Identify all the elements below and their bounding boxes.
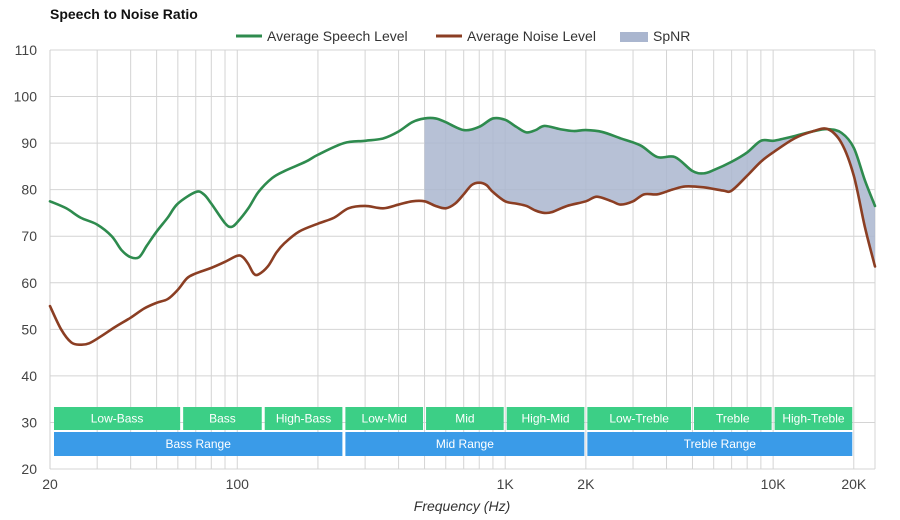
x-tick-label: 1K bbox=[497, 476, 515, 492]
band-bass bbox=[183, 407, 262, 430]
legend-label: Average Speech Level bbox=[267, 28, 408, 44]
x-tick-label: 100 bbox=[226, 476, 250, 492]
band-high-bass bbox=[264, 407, 343, 430]
band-label: Low-Mid bbox=[362, 412, 407, 426]
x-tick-label: 2K bbox=[577, 476, 595, 492]
band-treble-range bbox=[587, 432, 853, 456]
y-tick-label: 110 bbox=[15, 42, 38, 58]
band-label: Treble bbox=[716, 412, 750, 426]
series-line-average-speech-level bbox=[48, 116, 877, 260]
band-label: Low-Bass bbox=[91, 412, 144, 426]
y-tick-label: 70 bbox=[21, 228, 37, 244]
y-tick-label: 40 bbox=[21, 368, 37, 384]
y-tick-label: 80 bbox=[21, 182, 37, 198]
spnr-area bbox=[424, 118, 875, 267]
band-mid-range bbox=[345, 432, 585, 456]
band-low-mid bbox=[345, 407, 424, 430]
spnr-area-layer bbox=[424, 118, 875, 267]
band-label: Mid Range bbox=[436, 437, 494, 451]
band-label: High-Bass bbox=[276, 412, 331, 426]
band-label: Bass Range bbox=[166, 437, 232, 451]
band-low-treble bbox=[587, 407, 691, 430]
x-tick-label: 20K bbox=[841, 476, 867, 492]
band-label: Low-Treble bbox=[609, 412, 669, 426]
band-bass-range bbox=[54, 432, 343, 456]
band-label: High-Treble bbox=[782, 412, 845, 426]
band-label: Treble Range bbox=[684, 437, 757, 451]
band-treble bbox=[693, 407, 772, 430]
band-label: Mid bbox=[455, 412, 474, 426]
legend-label: SpNR bbox=[653, 28, 690, 44]
chart-title: Speech to Noise Ratio bbox=[50, 6, 198, 22]
x-axis-ticks: 20 100 1K 2K 10K 20K bbox=[42, 476, 867, 492]
band-mid bbox=[426, 407, 504, 430]
y-tick-label: 50 bbox=[21, 321, 37, 337]
y-tick-label: 20 bbox=[21, 461, 37, 477]
y-tick-label: 100 bbox=[14, 89, 38, 105]
chart-legend: Average Speech Level Average Noise Level S… bbox=[236, 28, 690, 44]
x-axis-label: Frequency (Hz) bbox=[414, 498, 510, 514]
x-tick-label: 10K bbox=[761, 476, 787, 492]
y-tick-label: 60 bbox=[21, 275, 37, 291]
y-axis-ticks: 20 30 40 50 60 70 80 90 100 110 bbox=[14, 42, 38, 477]
y-tick-label: 30 bbox=[21, 414, 37, 430]
series-lines bbox=[48, 116, 877, 347]
band-low-bass bbox=[54, 407, 181, 430]
series-line-average-noise-level bbox=[48, 127, 877, 347]
band-high-mid bbox=[506, 407, 585, 430]
legend-label: Average Noise Level bbox=[467, 28, 596, 44]
x-tick-label: 20 bbox=[42, 476, 58, 492]
band-label: Bass bbox=[209, 412, 236, 426]
band-high-treble bbox=[774, 407, 853, 430]
legend-swatch-area bbox=[620, 32, 648, 42]
band-label: High-Mid bbox=[522, 412, 570, 426]
y-tick-label: 90 bbox=[21, 135, 37, 151]
chart-grid bbox=[49, 49, 876, 470]
frequency-bands: Low-Bass Bass High-Bass Low-Mid Mid High-Mid L… bbox=[54, 407, 853, 456]
